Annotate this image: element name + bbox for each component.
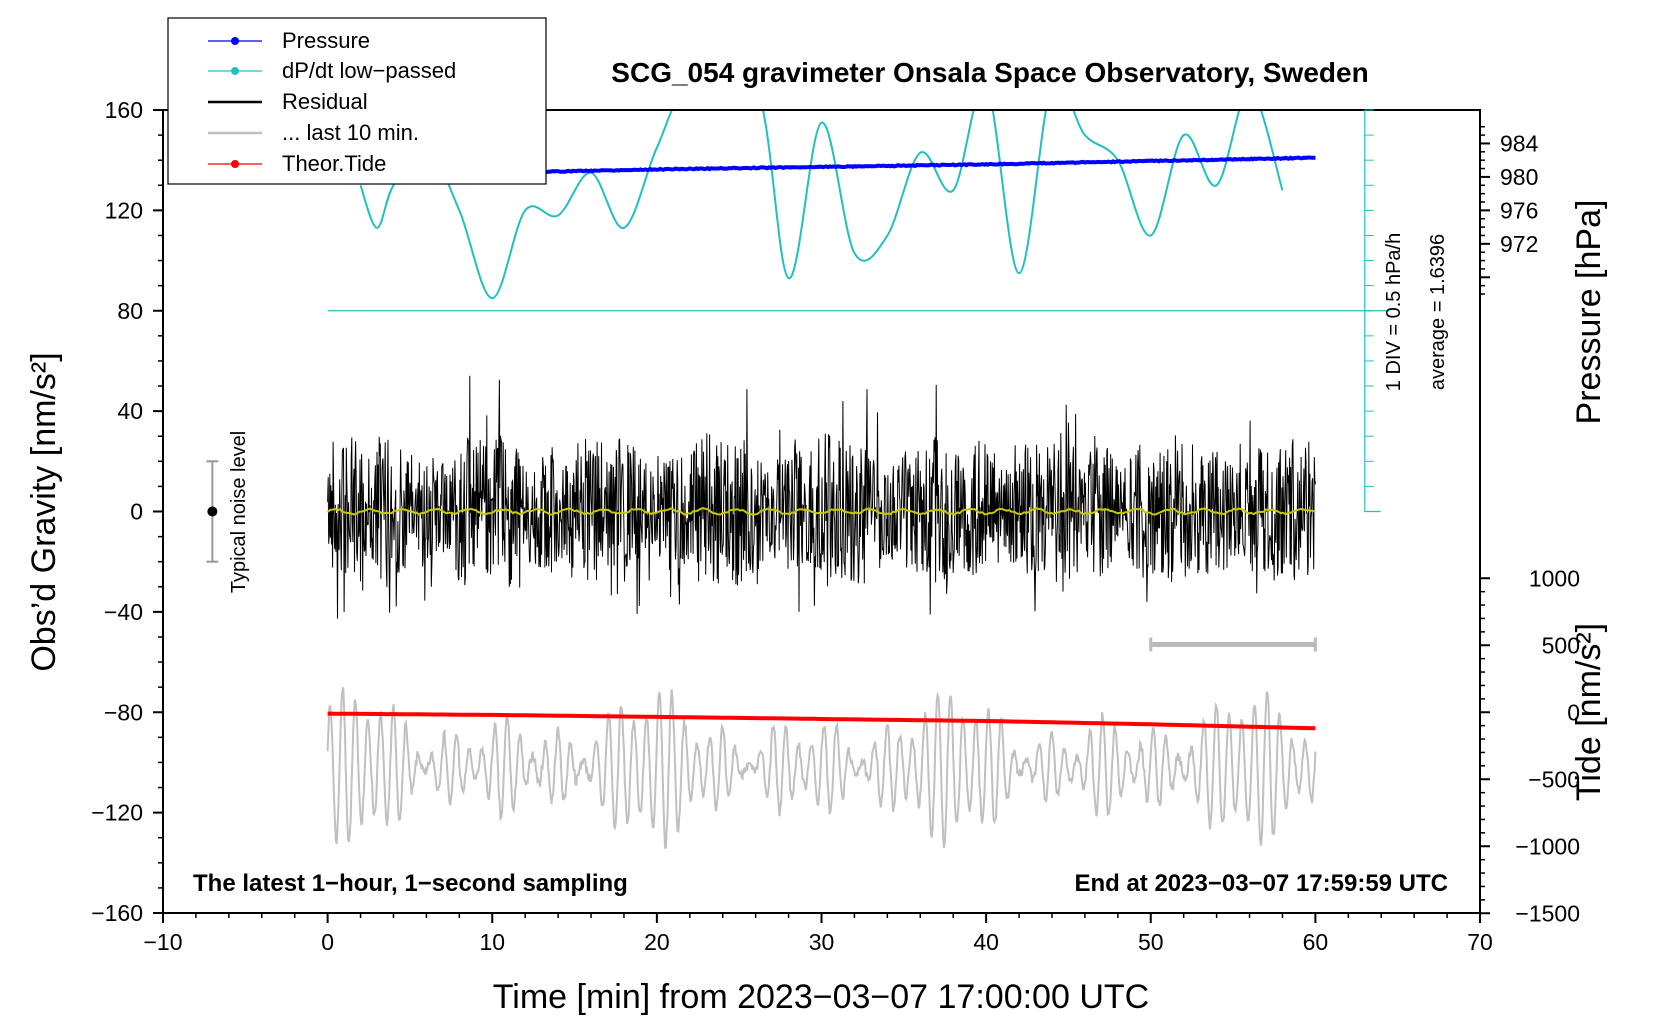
noise-label: Typical noise level [228,431,250,593]
dpdt-trace [359,110,1284,300]
y-tick-label: −40 [104,599,143,625]
pressure-tick-label: 984 [1500,130,1539,156]
average-label: average = 1.6396 [1427,234,1449,390]
pressure-tick-label: 976 [1500,197,1538,223]
y-tick-label: −160 [91,900,143,926]
pressure-axis-title: Pressure [hPa] [1570,200,1608,425]
x-tick-label: 60 [1303,929,1329,955]
legend-pressure-label: Pressure [282,28,370,53]
legend: Pressure dP/dt low−passed Residual ... l… [167,17,547,185]
legend-residual-label: Residual [282,89,368,114]
noise-bar-dot [207,506,218,517]
tide-tick-label: 0 [1567,699,1580,725]
axes-layer: −10 0 10 20 30 40 50 60 70 160 120 80 40 0 −40 −80 −120 −… [91,97,1580,955]
tide-axis-title: Tide [nm/s²] [1570,623,1608,801]
tide-tick-label: 1000 [1529,565,1580,591]
x-tick-label: 30 [809,929,835,955]
legend-dpdt-marker [231,67,239,75]
div-label: 1 DIV = 0.5 hPa/h [1383,233,1405,391]
y-tick-label: −120 [91,800,143,826]
tide-tick-label: −1500 [1515,900,1580,926]
x-tick-label: 20 [644,929,670,955]
residual-mean-trace [326,507,1316,516]
y-tick-label: 160 [105,97,143,123]
legend-tide-marker [231,160,239,168]
tide-trace [327,711,1316,731]
legend-dpdt-label: dP/dt low−passed [282,58,456,83]
y-axis-title: Obs’d Gravity [nm/s²] [25,352,63,671]
x-tick-label: 70 [1467,929,1493,955]
x-axis-title: Time [min] from 2023−03−07 17:00:00 UTC [493,978,1149,1016]
traces-layer [206,110,1390,849]
chart-title: SCG_054 gravimeter Onsala Space Observat… [611,57,1368,88]
pressure-tick-label: 980 [1500,164,1538,190]
x-tick-label: 50 [1138,929,1164,955]
sampling-note: The latest 1−hour, 1−second sampling [193,870,628,897]
residual-trace [327,375,1316,619]
tide-tick-label: −500 [1528,766,1580,792]
y-tick-label: −80 [104,699,143,725]
x-tick-label: 10 [479,929,505,955]
x-tick-label: 40 [973,929,999,955]
last10-trace [326,687,1317,849]
tide-tick-label: 500 [1542,632,1580,658]
y-tick-label: 0 [130,499,143,525]
x-tick-label: −10 [143,929,182,955]
legend-last10-label: ... last 10 min. [282,120,419,145]
end-time-note: End at 2023−03−07 17:59:59 UTC [1074,870,1448,897]
tide-tick-label: −1000 [1515,833,1580,859]
pressure-tick-label: 972 [1500,231,1538,257]
y-tick-label: 80 [117,298,143,324]
y-tick-label: 40 [117,398,143,424]
y-tick-label: 120 [105,197,143,223]
x-tick-label: 0 [321,929,334,955]
legend-tide-label: Theor.Tide [282,151,386,176]
legend-pressure-marker [231,37,239,45]
